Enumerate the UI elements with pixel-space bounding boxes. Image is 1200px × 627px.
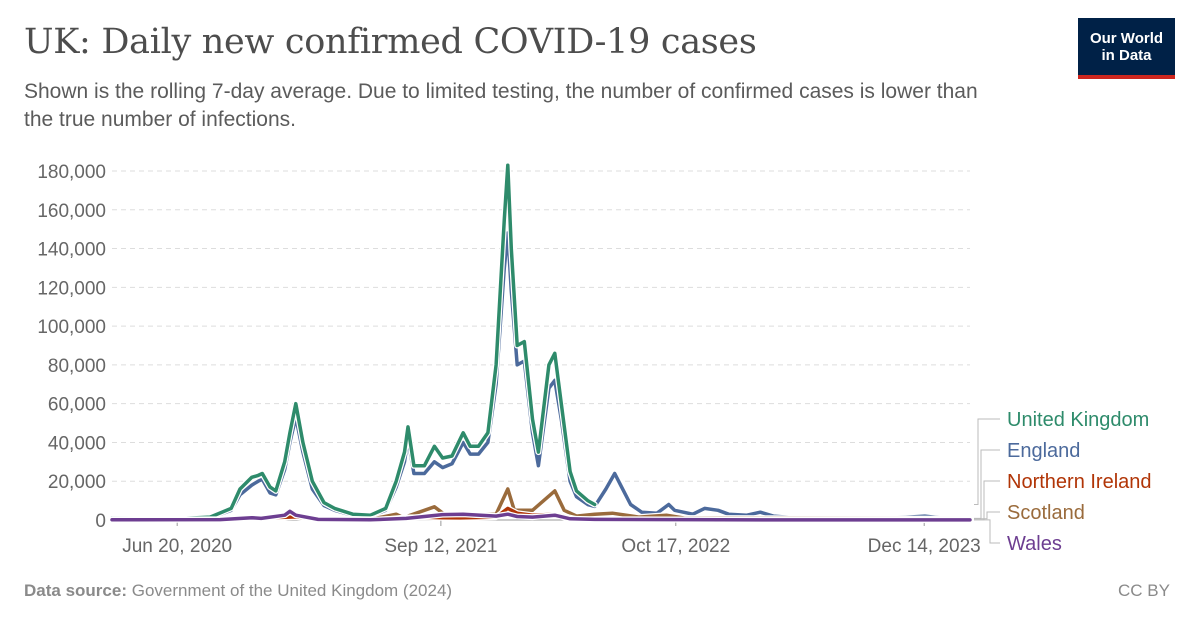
legend-label-northern-ireland[interactable]: Northern Ireland bbox=[1007, 471, 1152, 493]
license-link[interactable]: CC BY bbox=[1118, 581, 1170, 600]
y-axis-tick-labels: 0 20,000 40,000 60,000 80,000 100,000 120,000 1… bbox=[37, 162, 106, 532]
logo-accent-bar bbox=[1078, 75, 1175, 79]
y-tick-label: 160,000 bbox=[37, 201, 106, 222]
y-tick-label: 140,000 bbox=[37, 240, 106, 261]
y-tick-label: 180,000 bbox=[37, 162, 106, 183]
x-axis: Jun 20, 2020 Sep 12, 2021 Oct 17, 2022 Dec … bbox=[112, 519, 981, 557]
series-lines bbox=[109, 162, 973, 523]
chart-subtitle: Shown is the rolling 7-day average. Due … bbox=[24, 80, 978, 131]
x-tick-label: Jun 20, 2020 bbox=[122, 536, 232, 557]
y-tick-label: 120,000 bbox=[37, 278, 106, 299]
legend-connector bbox=[974, 511, 1000, 520]
y-tick-label: 40,000 bbox=[48, 433, 106, 454]
legend-label-england[interactable]: England bbox=[1007, 440, 1080, 462]
series-line-united-kingdom[interactable] bbox=[110, 163, 597, 521]
logo-line-1: Our World bbox=[1089, 30, 1164, 47]
y-tick-label: 100,000 bbox=[37, 317, 106, 338]
legend-connector bbox=[974, 519, 1000, 544]
data-source: Data source: Government of the United Ki… bbox=[24, 581, 452, 601]
series-line-england[interactable] bbox=[110, 231, 972, 521]
legend-label-scotland[interactable]: Scotland bbox=[1007, 502, 1085, 524]
data-source-label: Data source: bbox=[24, 581, 127, 600]
y-tick-label: 0 bbox=[95, 511, 106, 532]
line-chart[interactable]: 0 20,000 40,000 60,000 80,000 100,000 120,000 1… bbox=[0, 0, 1200, 575]
series-line-halo bbox=[109, 230, 973, 523]
x-tick-label: Oct 17, 2022 bbox=[621, 536, 730, 557]
owid-logo[interactable]: Our World in Data bbox=[1078, 18, 1175, 79]
legend-label-united-kingdom[interactable]: United Kingdom bbox=[1007, 409, 1149, 431]
x-tick-label: Dec 14, 2023 bbox=[868, 536, 981, 557]
series-line-wales[interactable] bbox=[110, 509, 972, 522]
y-tick-label: 20,000 bbox=[48, 472, 106, 493]
logo-line-2: in Data bbox=[1101, 47, 1152, 64]
data-source-text: Government of the United Kingdom (2024) bbox=[131, 581, 453, 600]
x-tick-label: Sep 12, 2021 bbox=[384, 536, 497, 557]
grid-lines bbox=[112, 170, 970, 482]
legend-connector bbox=[974, 418, 1000, 505]
legend-label-wales[interactable]: Wales bbox=[1007, 533, 1062, 555]
legend: United Kingdom England Northern Ireland Sco… bbox=[974, 409, 1152, 555]
y-tick-label: 80,000 bbox=[48, 356, 106, 377]
chart-title: UK: Daily new confirmed COVID-19 cases bbox=[24, 22, 757, 62]
y-tick-label: 60,000 bbox=[48, 395, 106, 416]
